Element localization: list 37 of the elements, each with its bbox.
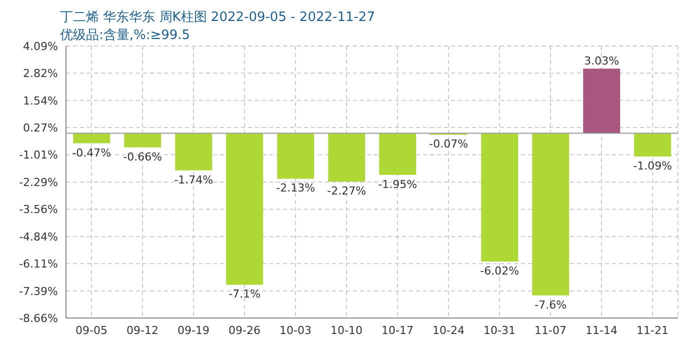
data-label: -7.1% bbox=[228, 288, 261, 301]
data-label: -0.47% bbox=[72, 146, 112, 160]
x-tick-label: 09-19 bbox=[178, 324, 210, 337]
data-label: -0.66% bbox=[123, 150, 162, 164]
x-tick-label: 09-05 bbox=[76, 324, 108, 337]
chart-title: 丁二烯 华东华东 周K柱图 2022-09-05 - 2022-11-27 bbox=[60, 9, 375, 26]
data-label: -1.09% bbox=[633, 160, 672, 173]
y-tick-label: -3.56% bbox=[19, 203, 58, 216]
y-tick-label: -8.66% bbox=[19, 312, 58, 325]
y-tick-label: 1.54% bbox=[23, 94, 58, 108]
data-label: -1.95% bbox=[378, 178, 418, 191]
x-tick-label: 10-03 bbox=[280, 324, 312, 337]
x-tick-label: 10-10 bbox=[330, 324, 362, 337]
data-label: -0.07% bbox=[429, 138, 468, 151]
y-tick-label: -2.29% bbox=[19, 176, 58, 190]
y-tick-label: -4.84% bbox=[19, 230, 58, 244]
data-label: -2.27% bbox=[327, 184, 366, 198]
data-label: 3.03% bbox=[584, 54, 620, 68]
x-tick-label: 11-21 bbox=[636, 324, 668, 337]
x-tick-label: 10-31 bbox=[484, 324, 516, 337]
y-tick-label: -6.11% bbox=[19, 258, 58, 271]
y-tick-label: -1.01% bbox=[19, 148, 58, 162]
y-tick-label: 2.82% bbox=[23, 67, 58, 80]
x-tick-label: 10-24 bbox=[432, 324, 464, 337]
y-tick-label: 4.09% bbox=[23, 40, 58, 53]
data-label: -6.02% bbox=[480, 264, 520, 278]
y-tick-label: 0.27% bbox=[23, 121, 58, 134]
x-tick-label: 11-14 bbox=[586, 324, 618, 337]
chart-subtitle: 优级品:含量,%:≥99.5 bbox=[60, 27, 190, 44]
data-label: -7.6% bbox=[534, 298, 567, 312]
x-tick-label: 11-07 bbox=[534, 324, 566, 337]
data-label: -1.74% bbox=[174, 173, 214, 186]
x-tick-label: 09-12 bbox=[126, 324, 158, 337]
y-tick-label: -7.39% bbox=[19, 284, 58, 298]
x-tick-label: 09-26 bbox=[228, 324, 260, 337]
x-tick-label: 10-17 bbox=[382, 324, 414, 337]
data-label: -2.13% bbox=[276, 182, 316, 195]
